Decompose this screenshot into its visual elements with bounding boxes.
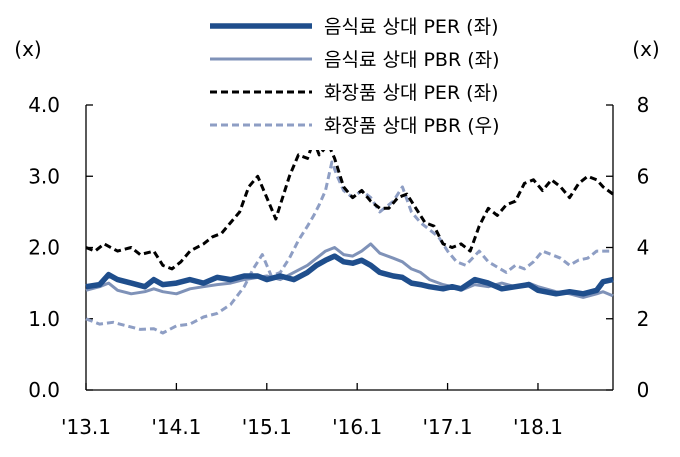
legend-label-2: 화장품 상대 PER (좌) <box>324 82 499 104</box>
legend-label-0: 음식료 상대 PER (좌) <box>324 16 499 38</box>
left-tick-label: 1.0 <box>28 307 60 331</box>
x-tick-label: '14.1 <box>151 415 201 439</box>
series-line-0 <box>85 253 614 297</box>
right-tick-label: 4 <box>637 236 650 260</box>
x-tick-label: '15.1 <box>242 415 292 439</box>
legend-label-3: 화장품 상대 PBR (우) <box>324 115 500 137</box>
right-tick-label: 8 <box>637 93 650 117</box>
left-tick-label: 4.0 <box>28 93 60 117</box>
left-tick-label: 2.0 <box>28 236 60 260</box>
right-tick-label: 6 <box>637 164 650 188</box>
left-tick-label: 3.0 <box>28 164 60 188</box>
legend-label-1: 음식료 상대 PBR (좌) <box>324 49 500 71</box>
axes: 0.0 1.0 2.0 3.0 4.0 0 2 4 6 8 '13.1 '14.1 '15.1 '16.1… <box>28 93 649 439</box>
right-tick-label: 0 <box>637 378 650 402</box>
legend: 음식료 상대 PER (좌) 음식료 상대 PBR (좌) 화장품 상대 PER (… <box>200 6 590 150</box>
x-tick-label: '18.1 <box>513 415 563 439</box>
right-axis-unit-label: (x) <box>632 37 659 61</box>
x-tick-label: '16.1 <box>332 415 382 439</box>
series-layer <box>85 139 614 335</box>
x-tick-label: '13.1 <box>61 415 111 439</box>
x-tick-label: '17.1 <box>423 415 473 439</box>
left-axis-unit-label: (x) <box>14 37 41 61</box>
left-tick-label: 0.0 <box>28 378 60 402</box>
right-tick-label: 2 <box>637 307 650 331</box>
series-line-2 <box>85 139 614 271</box>
